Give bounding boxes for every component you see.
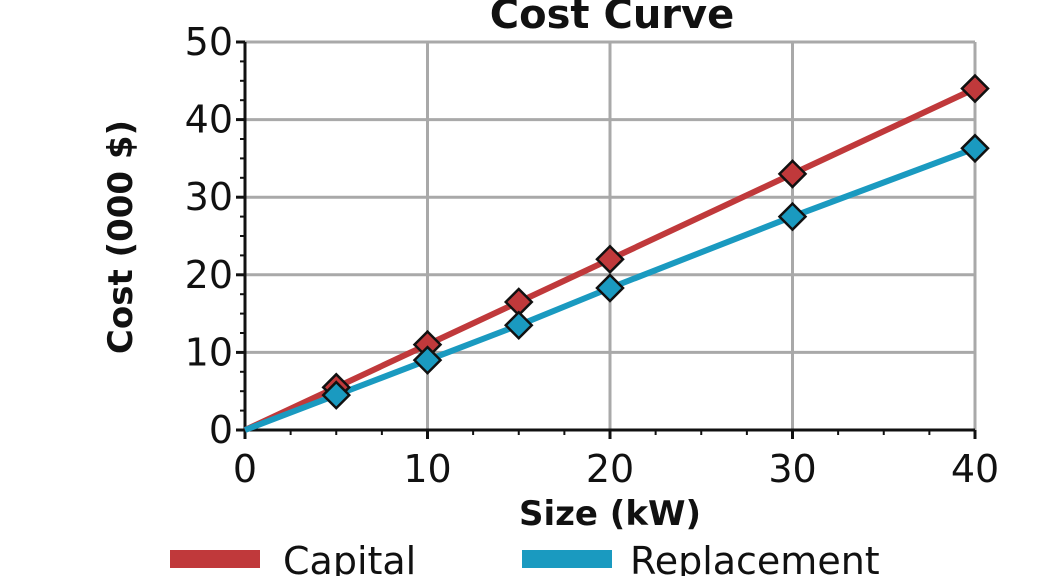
x-tick-label-0: 0 (233, 447, 257, 491)
replacement-point-3 (503, 310, 534, 341)
replacement-point-5 (777, 201, 808, 232)
capital-point-4 (595, 244, 625, 275)
y-tick-label-3: 30 (185, 175, 233, 219)
replacement-point-6 (960, 133, 990, 164)
x-tick-label-1: 10 (403, 447, 451, 491)
x-axis-label: Size (kW) (519, 494, 701, 534)
series-layer (243, 73, 990, 433)
x-tick-label-4: 40 (951, 447, 999, 491)
axes: 0 10 20 30 40 0 10 20 30 40 50 (185, 20, 1000, 491)
y-tick-label-4: 40 (185, 98, 233, 142)
replacement-point-1 (321, 380, 352, 410)
capital-point-6 (960, 73, 990, 104)
replacement-point-2 (412, 345, 443, 375)
y-tick-label-1: 10 (185, 330, 233, 374)
y-tick-label-0: 0 (209, 408, 233, 452)
capital-point-5 (777, 159, 808, 189)
grid (245, 40, 977, 430)
y-axis-label: Cost (000 $) (101, 120, 141, 354)
y-tick-label-2: 20 (185, 253, 233, 297)
x-tick-label-3: 30 (768, 447, 816, 491)
x-tick-label-2: 20 (586, 447, 634, 491)
replacement-legend-swatch (522, 550, 612, 568)
y-tick-label-5: 50 (185, 20, 233, 64)
replacement-point-4 (595, 273, 625, 303)
legend: Capital Replacement (170, 539, 880, 581)
capital-legend-label: Capital (283, 539, 416, 576)
chart-title: Cost Curve (490, 0, 734, 38)
replacement-legend-label: Replacement (630, 539, 880, 576)
capital-legend-swatch (170, 550, 260, 568)
